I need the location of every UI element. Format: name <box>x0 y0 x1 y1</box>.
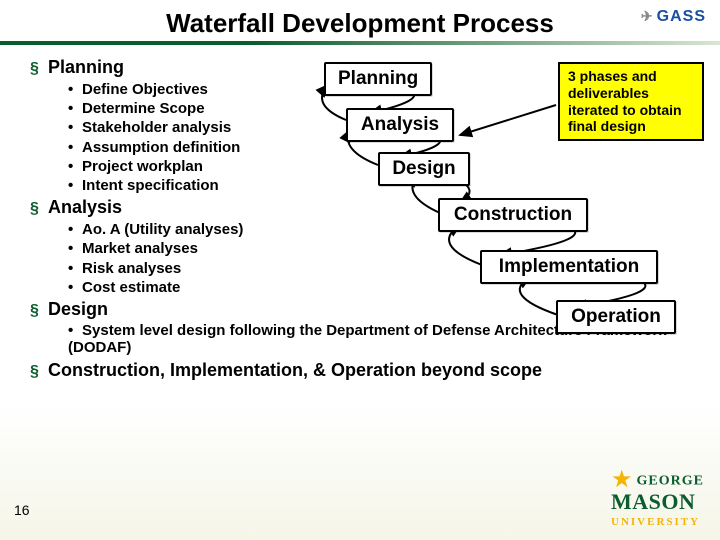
waterfall-box-implementation: Implementation <box>480 250 658 284</box>
bullet-square-icon: § <box>30 60 48 78</box>
section-title: Planning <box>48 57 124 77</box>
bullet-square-icon: § <box>30 200 48 218</box>
section-head-analysis: §Analysis <box>30 197 702 218</box>
gmu-logo: ★GEORGE MASON UNIVERSITY <box>611 469 704 528</box>
section-title: Design <box>48 299 108 319</box>
title-rule <box>0 41 720 45</box>
bullet-square-icon: § <box>30 302 48 320</box>
section-title: Analysis <box>48 197 122 217</box>
waterfall-box-planning: Planning <box>324 62 432 96</box>
page-number: 16 <box>14 502 30 518</box>
slide-title: Waterfall Development Process <box>166 8 554 39</box>
list-item: •Ao. A (Utility analyses) <box>68 220 702 239</box>
waterfall-box-construction: Construction <box>438 198 588 232</box>
iteration-callout: 3 phases and deliverables iterated to ob… <box>558 62 704 141</box>
scope-line: §Construction, Implementation, & Operati… <box>30 360 702 381</box>
waterfall-box-analysis: Analysis <box>346 108 454 142</box>
waterfall-box-operation: Operation <box>556 300 676 334</box>
waterfall-box-design: Design <box>378 152 470 186</box>
bullet-square-icon: § <box>30 363 48 381</box>
gass-logo: GASS <box>628 8 706 36</box>
